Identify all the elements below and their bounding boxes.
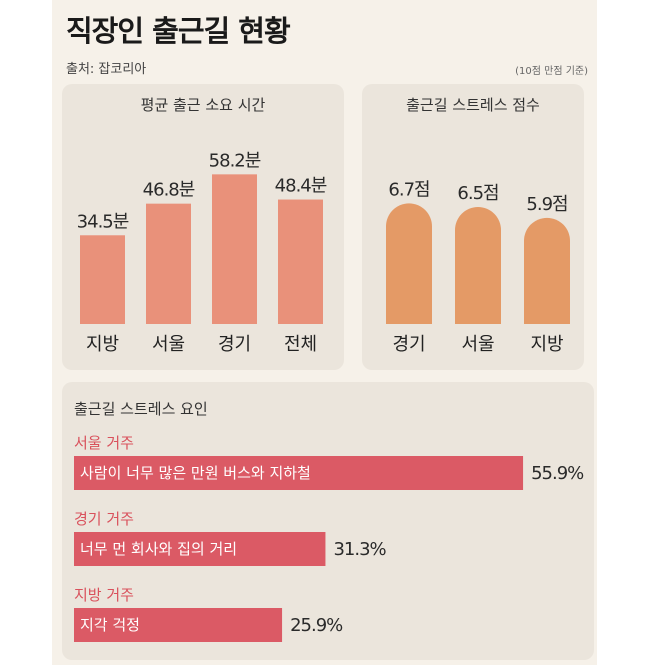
factor-bar-0: [74, 456, 524, 490]
commute-category-label-2: 경기: [218, 334, 251, 355]
stress-category-label-2: 지방: [530, 334, 563, 355]
stress-bar-0: [386, 203, 432, 324]
commute-value-label-3: 48.4분: [275, 176, 327, 197]
commute-value-label-1: 46.8분: [143, 180, 195, 201]
factor-value-label-0: 55.9%: [531, 463, 584, 484]
factor-group-title-2: 지방 거주: [74, 586, 134, 604]
factor-value-label-1: 31.3%: [333, 539, 386, 560]
factor-group-title-0: 서울 거주: [74, 434, 134, 452]
stress-value-label-0: 6.7점: [388, 179, 429, 200]
stress-factor-chart-title: 출근길 스트레스 요인: [74, 400, 208, 418]
commute-category-label-1: 서울: [152, 334, 185, 355]
commute-time-chart-title: 평균 출근 소요 시간: [140, 96, 266, 114]
commute-bar-0: [80, 235, 125, 324]
stress-bar-2: [524, 217, 570, 324]
stress-bar-1: [455, 207, 501, 324]
commute-value-label-0: 34.5분: [77, 211, 129, 232]
page-title: 직장인 출근길 현황: [66, 14, 291, 48]
factor-group-title-1: 경기 거주: [74, 510, 134, 528]
commute-bar-3: [278, 199, 323, 324]
factor-bar-2: [74, 608, 283, 642]
commute-category-label-3: 전체: [284, 334, 317, 355]
factor-bar-text-0: 사람이 너무 많은 만원 버스와 지하철: [80, 464, 311, 482]
factor-bar-text-1: 너무 먼 회사와 집의 거리: [80, 540, 237, 558]
commute-category-label-0: 지방: [86, 334, 119, 355]
stress-category-label-0: 경기: [392, 334, 425, 355]
unit-note: (10점 만점 기준): [515, 66, 588, 77]
stress-category-label-1: 서울: [461, 334, 494, 355]
factor-bar-text-2: 지각 걱정: [80, 616, 140, 634]
factor-value-label-2: 25.9%: [290, 615, 343, 636]
factor-bar-1: [74, 532, 326, 566]
stress-value-label-2: 5.9점: [526, 194, 567, 215]
stress-value-label-1: 6.5점: [457, 183, 498, 204]
source-note: 출처: 잡코리아: [66, 62, 147, 77]
stress-score-chart-title: 출근길 스트레스 점수: [406, 96, 540, 114]
commute-value-label-2: 58.2분: [209, 150, 261, 171]
commute-bar-1: [146, 203, 191, 324]
commute-bar-2: [212, 174, 257, 324]
